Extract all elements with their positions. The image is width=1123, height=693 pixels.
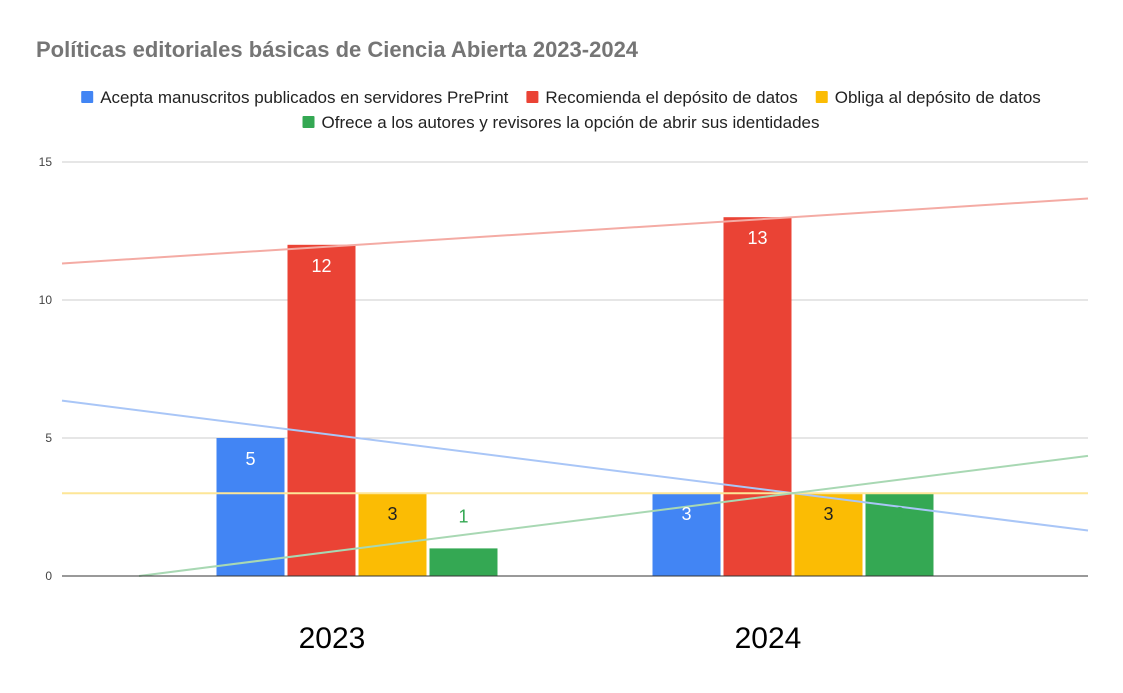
- bar: [794, 493, 863, 576]
- data-label: 3: [681, 504, 691, 524]
- data-label: 13: [747, 228, 767, 248]
- gridlines: [62, 161, 1088, 439]
- x-tick-label: 2023: [299, 622, 366, 655]
- legend-label: Obliga al depósito de datos: [835, 88, 1041, 107]
- bar: [287, 244, 356, 577]
- legend-swatch: [81, 91, 94, 103]
- legend-swatch: [526, 91, 539, 103]
- data-label: 3: [823, 504, 833, 524]
- data-label: 12: [311, 256, 331, 276]
- x-tick-label: 2024: [735, 622, 802, 655]
- legend: Acepta manuscritos publicados en servido…: [81, 88, 1041, 132]
- legend-swatch: [302, 116, 315, 128]
- bars: [216, 217, 934, 577]
- data-label: 3: [387, 504, 397, 524]
- bar: [358, 493, 427, 576]
- trendline: [61, 197, 1089, 265]
- legend-swatch: [815, 91, 828, 103]
- data-label: 5: [245, 449, 255, 469]
- legend-item: Ofrece a los autores y revisores la opci…: [302, 113, 820, 132]
- data-label: 1: [458, 506, 468, 526]
- y-tick-label: 15: [39, 155, 53, 169]
- bar: [429, 548, 498, 576]
- bar: [216, 438, 285, 576]
- y-tick-label: 10: [39, 293, 53, 307]
- legend-item: Acepta manuscritos publicados en servido…: [81, 88, 509, 107]
- trendlines: [61, 197, 1089, 577]
- y-tick-label: 5: [45, 431, 52, 445]
- data-label: 3: [894, 504, 904, 524]
- bar: [723, 217, 792, 576]
- legend-label: Acepta manuscritos publicados en servido…: [100, 88, 508, 107]
- y-tick-label: 0: [45, 569, 52, 583]
- legend-item: Recomienda el depósito de datos: [526, 88, 798, 107]
- trendline: [61, 399, 1089, 532]
- chart-title: Políticas editoriales básicas de Ciencia…: [36, 37, 639, 62]
- legend-label: Ofrece a los autores y revisores la opci…: [322, 113, 820, 132]
- legend-label: Recomienda el depósito de datos: [545, 88, 797, 107]
- trendline: [138, 454, 1089, 577]
- legend-item: Obliga al depósito de datos: [815, 88, 1041, 107]
